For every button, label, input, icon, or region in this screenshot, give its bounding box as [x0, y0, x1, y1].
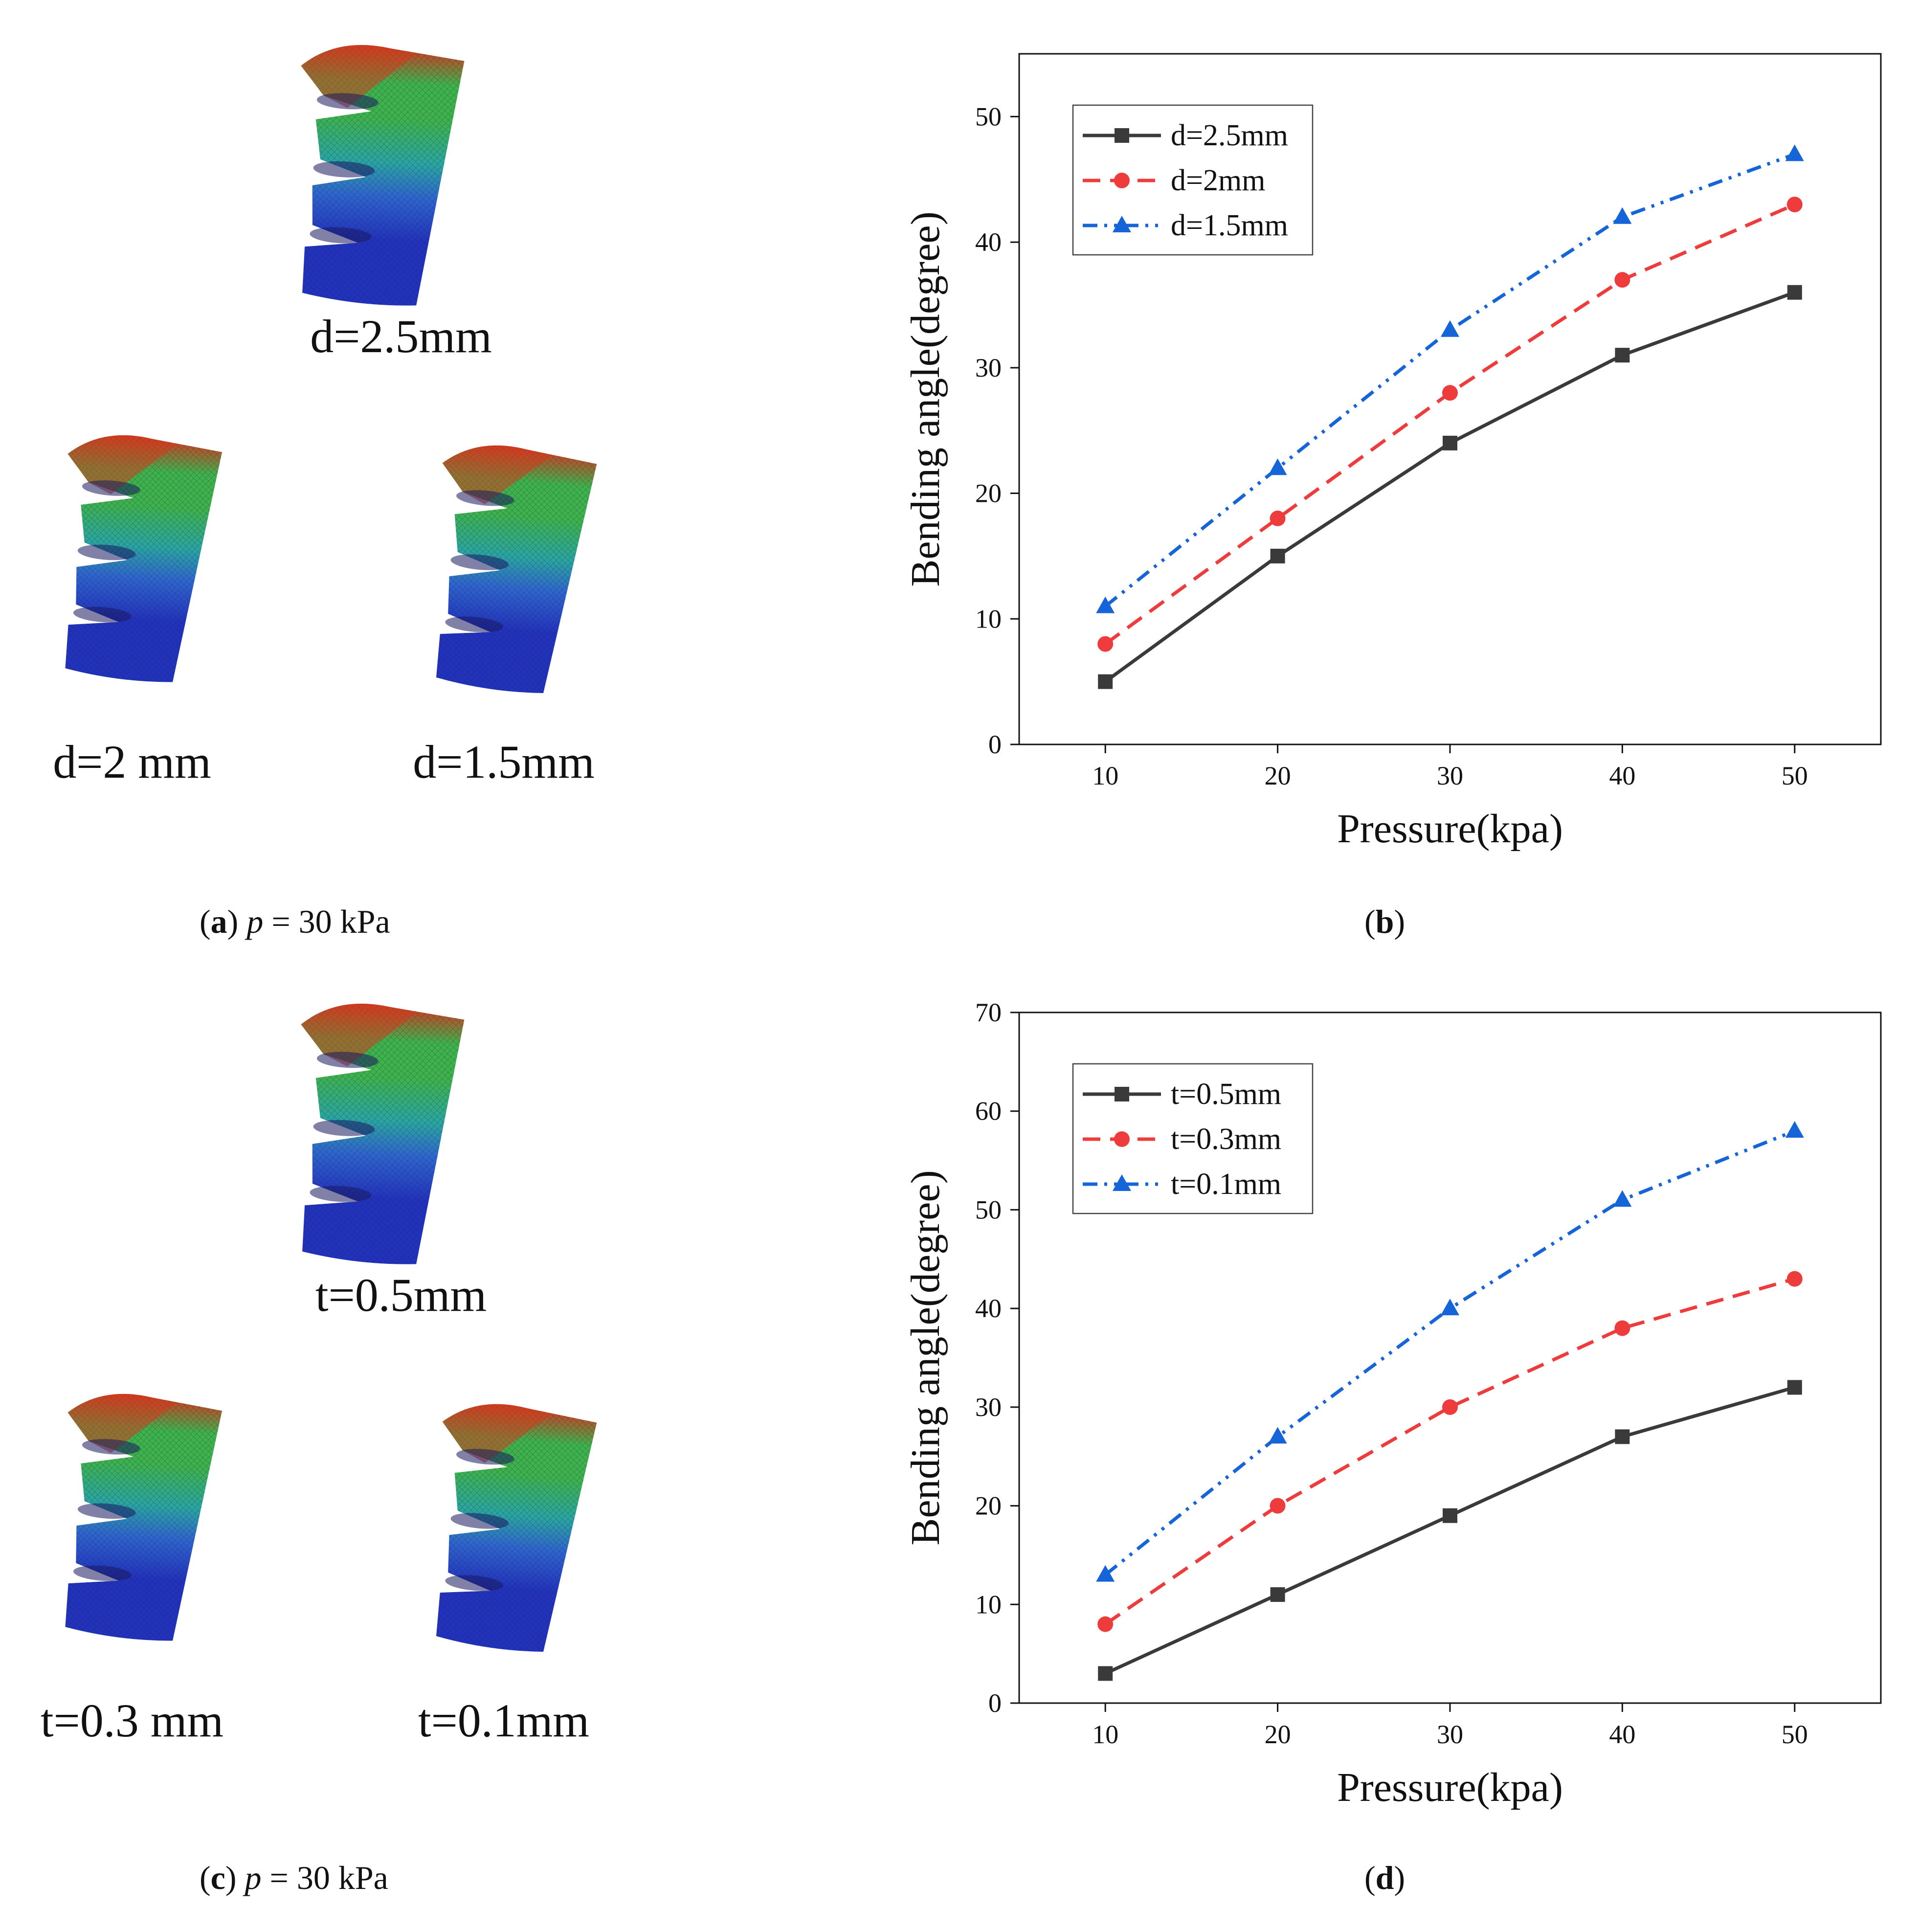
x-tick-label: 30 [1437, 761, 1463, 790]
panel-d-caption: (d) [1364, 1859, 1405, 1896]
data-point [1787, 285, 1802, 300]
data-point [1442, 385, 1458, 401]
data-point [1786, 197, 1803, 213]
series-line-3 [1104, 1129, 1796, 1576]
data-point [1613, 1190, 1632, 1207]
y-tick-label: 70 [975, 998, 1002, 1027]
x-tick-label: 10 [1092, 1720, 1118, 1749]
y-tick-label: 0 [988, 1688, 1002, 1718]
y-tick-label: 20 [975, 1491, 1002, 1521]
model-label: t=0.1mm [418, 1694, 589, 1747]
data-point [1270, 510, 1286, 526]
actuator-model [301, 45, 465, 306]
x-axis-label: Pressure(kpa) [1337, 806, 1563, 852]
data-point [1097, 636, 1114, 652]
legend-entry: t=0.1mm [1171, 1168, 1281, 1201]
legend-entry: d=1.5mm [1171, 209, 1288, 242]
legend-entry: t=0.5mm [1171, 1078, 1281, 1111]
y-tick-label: 50 [975, 102, 1002, 131]
panel-c-caption: (c) p = 30 kPa [200, 1859, 388, 1896]
model-label: d=2 mm [53, 736, 211, 788]
actuator-model [65, 1393, 223, 1641]
legend-entry: d=2mm [1171, 164, 1265, 197]
data-point [1441, 1299, 1459, 1316]
data-point [1268, 458, 1287, 475]
y-tick-label: 10 [975, 1590, 1002, 1619]
legend-entry: t=0.3mm [1171, 1123, 1281, 1156]
model-label: d=2.5mm [310, 310, 491, 362]
x-tick-label: 40 [1609, 1720, 1635, 1749]
series-line-3 [1104, 153, 1795, 608]
x-tick-label: 50 [1782, 1720, 1808, 1749]
data-point [1098, 674, 1113, 689]
data-point [1442, 1399, 1458, 1415]
actuator-model [436, 1404, 597, 1652]
x-tick-label: 30 [1437, 1720, 1463, 1749]
data-point [1443, 435, 1457, 450]
legend-marker [1114, 1131, 1130, 1147]
data-point [1786, 1271, 1803, 1287]
panel-a-models: d=2.5mm d=2 mm d=1.5mm [53, 45, 597, 788]
series-line-2 [1104, 1277, 1795, 1626]
x-tick-label: 20 [1265, 761, 1291, 790]
data-point [1270, 548, 1285, 563]
y-tick-label: 0 [988, 730, 1002, 759]
y-tick-label: 40 [975, 1294, 1002, 1323]
model-label: t=0.3 mm [41, 1694, 223, 1747]
legend-marker [1113, 1174, 1131, 1191]
chart-b: 0 10 20 30 40 50 10 20 30 40 50 Pressure(kpa) Bendin… [903, 53, 1882, 852]
model-label: d=1.5mm [413, 736, 594, 788]
x-tick-label: 10 [1092, 761, 1118, 790]
panel-b-caption: (b) [1364, 903, 1405, 940]
actuator-model [65, 435, 223, 682]
data-point [1270, 1498, 1286, 1514]
data-point [1615, 1429, 1630, 1444]
series-line-1 [1104, 1386, 1795, 1675]
series-line-2 [1104, 202, 1796, 646]
data-point [1097, 1616, 1114, 1632]
x-tick-label: 20 [1265, 1720, 1291, 1749]
chart-d: 0 10 20 30 40 50 60 70 10 20 30 40 50 Pressure(kpa) Be… [903, 998, 1882, 1810]
data-point [1614, 1320, 1630, 1336]
data-point [1096, 596, 1115, 613]
y-axis-label: Bending angle(degree) [903, 1170, 948, 1545]
data-point [1787, 1380, 1802, 1395]
x-tick-label: 40 [1609, 761, 1635, 790]
data-point [1098, 1666, 1113, 1681]
panel-a-caption: (a) p = 30 kPa [200, 903, 390, 940]
data-point [1615, 348, 1630, 363]
legend-marker [1113, 216, 1131, 232]
legend-marker [1115, 1087, 1129, 1101]
y-tick-label: 40 [975, 227, 1002, 257]
actuator-model [436, 445, 597, 693]
y-tick-label: 30 [975, 1393, 1002, 1422]
data-point [1785, 1121, 1804, 1138]
y-tick-label: 50 [975, 1195, 1002, 1224]
x-tick-label: 50 [1782, 761, 1808, 790]
model-label: t=0.5mm [315, 1269, 487, 1321]
legend-marker [1115, 128, 1129, 143]
data-point [1785, 144, 1804, 161]
legend-marker [1114, 173, 1130, 188]
data-point [1443, 1508, 1457, 1523]
data-point [1096, 1565, 1115, 1582]
data-point [1613, 207, 1632, 224]
y-tick-label: 60 [975, 1097, 1002, 1126]
legend-entry: d=2.5mm [1171, 119, 1288, 152]
data-point [1270, 1587, 1285, 1602]
series-line-1 [1104, 291, 1795, 683]
data-point [1614, 272, 1630, 288]
data-point [1268, 1427, 1287, 1444]
data-point [1441, 320, 1459, 337]
y-tick-label: 10 [975, 604, 1002, 633]
y-tick-label: 30 [975, 353, 1002, 382]
x-axis-label: Pressure(kpa) [1337, 1765, 1563, 1810]
panel-c-models: t=0.5mm t=0.3 mm t=0.1mm [41, 1004, 597, 1747]
y-tick-label: 20 [975, 479, 1002, 508]
actuator-model [301, 1004, 465, 1264]
y-axis-label: Bending angle(degree) [903, 211, 948, 586]
